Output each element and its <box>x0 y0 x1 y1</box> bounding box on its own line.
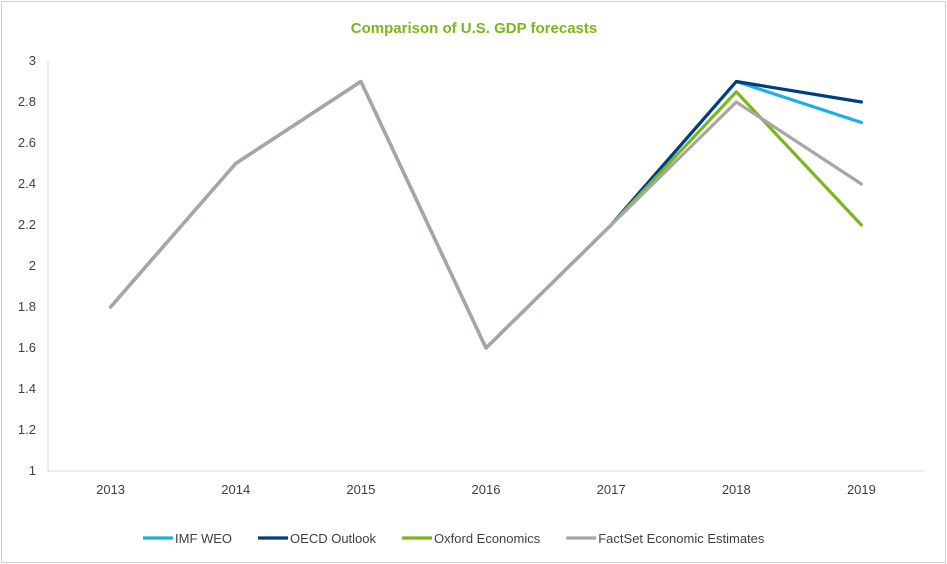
series-line-oxford-economics <box>108 79 864 350</box>
x-tick-label: 2017 <box>597 482 626 497</box>
y-axis-ticks: 1 1.2 1.4 1.6 1.8 2 2.2 2.4 2.6 2.8 3 <box>18 53 36 478</box>
legend-label: OECD Outlook <box>290 531 376 546</box>
y-tick-label: 2.2 <box>18 217 36 232</box>
legend-item: IMF WEO <box>143 531 232 546</box>
y-tick-label: 1.2 <box>18 422 36 437</box>
y-tick-label: 2.4 <box>18 176 36 191</box>
y-tick-label: 1 <box>29 463 36 478</box>
legend-label: FactSet Economic Estimates <box>598 531 765 546</box>
y-tick-label: 1.4 <box>18 381 36 396</box>
series-line-imf-weo <box>108 79 864 350</box>
y-tick-label: 3 <box>29 53 36 68</box>
y-tick-label: 2 <box>29 258 36 273</box>
legend-item: OECD Outlook <box>258 531 377 546</box>
x-tick-label: 2013 <box>96 482 125 497</box>
y-tick-label: 2.6 <box>18 135 36 150</box>
x-axis-ticks: 2013 2014 2015 2016 2017 2018 2019 <box>96 482 876 497</box>
series-line-oecd-outlook <box>108 79 864 350</box>
series-line-factset-economic-estimates <box>108 79 864 350</box>
legend-label: IMF WEO <box>175 531 232 546</box>
x-tick-label: 2015 <box>346 482 375 497</box>
series-lines <box>108 79 864 350</box>
legend-item: Oxford Economics <box>402 531 541 546</box>
y-tick-label: 1.6 <box>18 340 36 355</box>
x-tick-label: 2019 <box>847 482 876 497</box>
y-tick-label: 2.8 <box>18 94 36 109</box>
chart-title: Comparison of U.S. GDP forecasts <box>351 20 597 37</box>
legend-item: FactSet Economic Estimates <box>566 531 765 546</box>
x-tick-label: 2018 <box>722 482 751 497</box>
x-tick-label: 2016 <box>472 482 501 497</box>
legend-label: Oxford Economics <box>434 531 541 546</box>
x-tick-label: 2014 <box>221 482 250 497</box>
legend: IMF WEO OECD Outlook Oxford Economics FactS… <box>143 531 765 546</box>
y-tick-label: 1.8 <box>18 299 36 314</box>
